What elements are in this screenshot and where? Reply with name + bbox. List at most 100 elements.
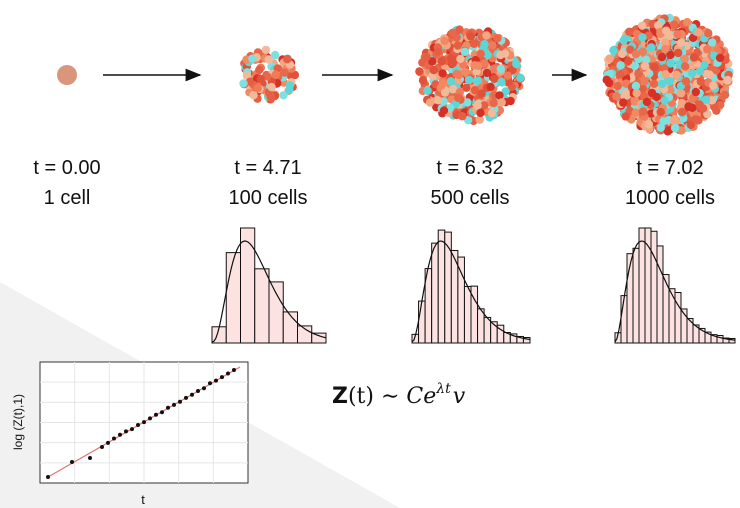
- cell: [516, 73, 525, 82]
- cell: [638, 21, 647, 30]
- cell: [630, 95, 639, 104]
- cell: [500, 49, 510, 58]
- cell: [452, 33, 461, 42]
- cell: [279, 91, 288, 100]
- cell: [673, 30, 682, 39]
- stage-cells: 500 cells: [431, 187, 510, 209]
- cell: [440, 88, 450, 97]
- cell: [619, 36, 628, 45]
- point: [130, 427, 134, 432]
- cell: [631, 108, 640, 117]
- point: [148, 416, 152, 421]
- hist-bar: [225, 252, 241, 344]
- cell: [512, 59, 521, 69]
- density-curve: [411, 240, 531, 343]
- cell: [469, 39, 479, 48]
- cell: [696, 77, 706, 86]
- cell: [263, 72, 272, 81]
- y-axis-label: log (Z(t),1): [11, 394, 25, 450]
- cell: [473, 76, 482, 85]
- point: [46, 475, 50, 479]
- cell: [632, 88, 641, 98]
- cell: [490, 64, 499, 73]
- hist-bar: [650, 230, 658, 344]
- cell: [676, 89, 686, 98]
- cell: [266, 93, 276, 103]
- cell: [638, 33, 647, 42]
- point: [88, 456, 92, 460]
- cell: [458, 112, 467, 121]
- hist-bar: [254, 268, 270, 344]
- point: [106, 440, 110, 445]
- cell: [482, 68, 492, 78]
- cell: [644, 120, 654, 129]
- cell: [647, 88, 657, 98]
- cell: [640, 77, 649, 86]
- cell: [613, 81, 622, 91]
- cell: [248, 54, 257, 63]
- point: [196, 389, 200, 394]
- cell: [470, 86, 480, 95]
- cell: [483, 50, 492, 60]
- cell: [624, 56, 633, 66]
- cell: [415, 67, 424, 76]
- cell: [497, 77, 506, 87]
- cell: [270, 50, 280, 60]
- cell: [681, 77, 691, 86]
- cell: [422, 52, 431, 62]
- cell: [638, 84, 647, 93]
- cell: [452, 69, 461, 79]
- hist-bar: [638, 227, 646, 344]
- cell: [423, 86, 432, 95]
- cell: [454, 93, 463, 103]
- cell: [664, 126, 673, 135]
- cell: [283, 55, 292, 64]
- cell-clusters: [239, 13, 734, 136]
- cell: [698, 104, 708, 113]
- cell: [480, 101, 489, 110]
- cell: [665, 76, 675, 86]
- cell: [480, 40, 489, 49]
- cell: [618, 49, 627, 59]
- cell: [440, 36, 449, 46]
- point: [112, 436, 116, 441]
- hist-bar: [674, 291, 682, 344]
- cell: [659, 117, 668, 126]
- cell: [656, 123, 665, 132]
- cell: [433, 47, 443, 56]
- point: [154, 412, 158, 417]
- cell: [261, 45, 271, 55]
- cell: [640, 61, 650, 71]
- hist-bar: [662, 274, 670, 344]
- cell: [473, 61, 483, 70]
- formula: Z(t) ∼ Ceλtv: [332, 381, 466, 409]
- formula-c: Ce: [406, 384, 436, 409]
- point: [178, 399, 182, 404]
- cell: [439, 106, 449, 115]
- formula-z: Z: [332, 384, 348, 409]
- cell: [662, 26, 671, 35]
- point: [220, 375, 224, 380]
- cell: [487, 108, 497, 118]
- hist-bar: [240, 227, 256, 344]
- cell: [493, 34, 502, 43]
- cell: [249, 91, 258, 100]
- cell: [488, 41, 497, 50]
- point: [190, 392, 194, 397]
- cell: [482, 31, 491, 40]
- cell: [630, 61, 640, 71]
- cell: [676, 38, 686, 48]
- hist-bar: [632, 247, 640, 344]
- cell: [464, 75, 474, 85]
- cell: [456, 54, 465, 64]
- point: [100, 445, 104, 449]
- hist-bar: [457, 256, 465, 344]
- cell: [429, 65, 438, 75]
- stage-time: t = 0.00: [33, 157, 100, 179]
- cell: [245, 77, 255, 87]
- cell: [626, 45, 635, 54]
- cell: [460, 47, 470, 57]
- hist-bar: [431, 242, 439, 344]
- cell: [720, 90, 730, 100]
